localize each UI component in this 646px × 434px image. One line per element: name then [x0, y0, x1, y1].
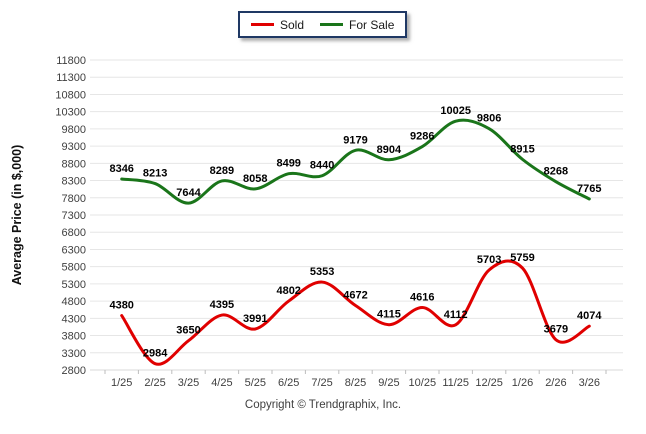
y-tick-label: 9800 [62, 124, 86, 136]
y-tick-label: 7800 [62, 193, 86, 205]
data-label-for-sale: 8346 [109, 163, 133, 175]
x-tick-label: 11/25 [442, 377, 469, 389]
x-tick-label: 12/25 [475, 377, 503, 389]
y-tick-label: 5800 [62, 262, 86, 274]
data-label-sold: 4395 [210, 299, 234, 311]
data-label-sold: 4074 [577, 310, 602, 322]
y-tick-label: 8800 [62, 158, 86, 170]
series-line-for-sale [120, 118, 591, 205]
x-tick-label: 5/25 [245, 377, 266, 389]
series-line-sold [120, 259, 591, 366]
data-label-sold: 4672 [343, 290, 367, 302]
data-label-sold: 3650 [176, 325, 200, 337]
y-tick-label: 2800 [62, 365, 86, 377]
x-tick-label: 4/25 [211, 377, 232, 389]
data-label-for-sale: 8058 [243, 173, 267, 185]
y-tick-label: 7300 [62, 210, 86, 222]
y-tick-label: 6800 [62, 227, 86, 239]
data-label-for-sale: 8915 [510, 143, 534, 155]
data-label-for-sale: 8268 [544, 166, 568, 178]
data-label-for-sale: 8499 [276, 158, 300, 170]
x-tick-label: 2/25 [144, 377, 165, 389]
x-tick-label: 7/25 [311, 377, 332, 389]
x-tick-label: 2/26 [545, 377, 566, 389]
data-label-for-sale: 8440 [310, 160, 334, 172]
data-label-for-sale: 8289 [210, 165, 234, 177]
y-tick-label: 4300 [62, 313, 86, 325]
y-tick-label: 3300 [62, 348, 86, 360]
y-tick-label: 6300 [62, 244, 86, 256]
data-label-sold: 4802 [276, 285, 300, 297]
data-label-sold: 2984 [143, 348, 168, 360]
sold-line-swatch [251, 23, 274, 26]
x-tick-label: 1/25 [111, 377, 132, 389]
data-label-sold: 5703 [477, 254, 501, 266]
data-label-sold: 4616 [410, 291, 434, 303]
x-tick-label: 8/25 [345, 377, 366, 389]
y-tick-label: 4800 [62, 296, 86, 308]
data-label-for-sale: 8213 [143, 168, 167, 180]
data-label-for-sale: 10025 [440, 105, 471, 117]
legend-item-for-sale: For Sale [320, 18, 394, 32]
data-label-sold: 3679 [544, 324, 568, 336]
y-tick-label: 3800 [62, 331, 86, 343]
data-label-for-sale: 9179 [343, 134, 367, 146]
y-tick-label: 11300 [56, 72, 86, 84]
data-label-sold: 5353 [310, 266, 334, 278]
data-label-for-sale: 9286 [410, 131, 434, 143]
data-label-for-sale: 8904 [377, 144, 402, 156]
x-tick-label: 1/26 [512, 377, 533, 389]
y-tick-label: 5300 [62, 279, 86, 291]
y-tick-label: 11800 [56, 55, 86, 67]
data-label-sold: 4115 [377, 309, 401, 321]
data-label-sold: 4380 [109, 300, 133, 312]
y-tick-label: 8300 [62, 176, 86, 188]
x-tick-label: 3/25 [178, 377, 199, 389]
data-label-for-sale: 9806 [477, 113, 501, 125]
for-sale-line-swatch [320, 23, 344, 26]
copyright-text: Copyright © Trendgraphix, Inc. [244, 399, 402, 411]
legend-label-sold: Sold [280, 17, 305, 32]
data-label-for-sale: 7765 [577, 183, 601, 195]
x-tick-label: 10/25 [409, 377, 437, 389]
x-tick-label: 3/26 [579, 377, 600, 389]
y-tick-label: 10300 [55, 107, 86, 119]
x-tick-label: 6/25 [278, 377, 299, 389]
legend-item-sold: Sold [251, 18, 304, 32]
legend: Sold For Sale [238, 11, 408, 38]
data-label-for-sale: 7644 [176, 187, 201, 199]
y-axis-title: Average Price (in $,000) [10, 144, 24, 286]
data-label-sold: 3991 [243, 313, 267, 325]
y-tick-label: 9300 [62, 141, 86, 153]
y-tick-label: 10800 [55, 89, 86, 101]
legend-label-for-sale: For Sale [349, 17, 395, 32]
data-label-sold: 5759 [510, 252, 534, 264]
x-tick-label: 9/25 [378, 377, 399, 389]
data-label-sold: 4112 [444, 309, 468, 321]
